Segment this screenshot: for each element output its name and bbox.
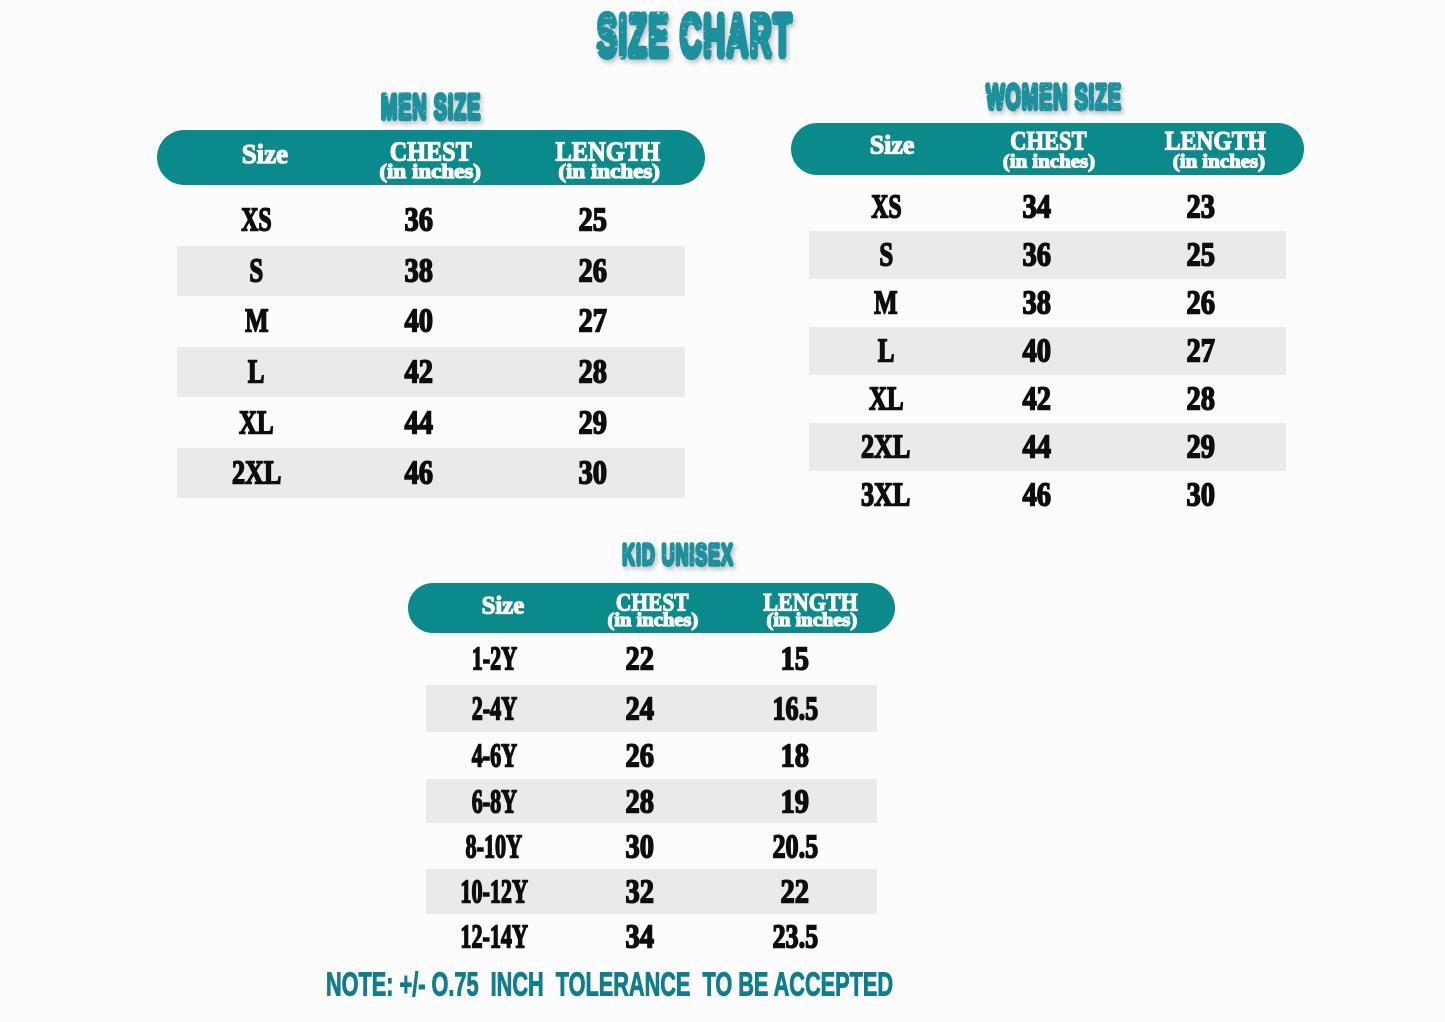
svg-text:SIZE CHART: SIZE CHART [597, 2, 793, 69]
svg-text:MEN SIZE: MEN SIZE [380, 88, 480, 127]
svg-text:WOMEN SIZE: WOMEN SIZE [986, 78, 1122, 117]
svg-text:KID UNISEX: KID UNISEX [622, 538, 734, 572]
